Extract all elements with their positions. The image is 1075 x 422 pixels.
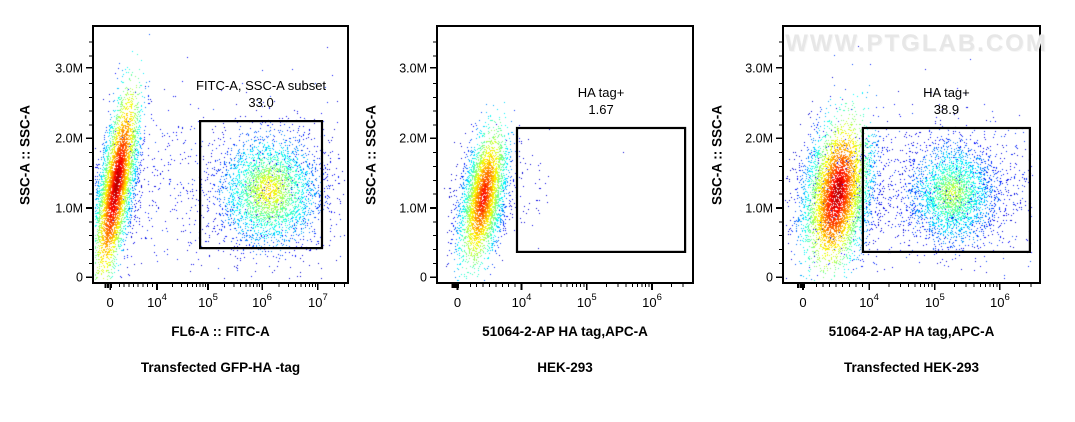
density-canvas-panel-2	[437, 26, 693, 283]
svg-text:104: 104	[147, 292, 167, 310]
watermark-text: WWW.PTGLAB.COM	[785, 30, 1048, 57]
gate-percent-panel-1: 33.0	[248, 95, 274, 111]
y-axis-label-panel-2: SSC-A :: SSC-A	[363, 104, 379, 205]
svg-text:3.0M: 3.0M	[745, 61, 773, 75]
svg-text:2.0M: 2.0M	[399, 132, 427, 146]
svg-text:104: 104	[859, 292, 879, 310]
x-axis-label-panel-3: 51064-2-AP HA tag,APC-A	[828, 324, 995, 339]
svg-text:0: 0	[799, 295, 806, 310]
gate-percent-panel-3: 38.9	[933, 102, 960, 118]
svg-text:3.0M: 3.0M	[55, 61, 83, 75]
svg-text:106: 106	[642, 292, 662, 310]
svg-text:2.0M: 2.0M	[745, 132, 773, 146]
density-canvas-panel-1	[93, 26, 348, 283]
gate-name-panel-1: FITC-A, SSC-A subset	[196, 78, 327, 94]
svg-text:0: 0	[420, 271, 427, 285]
svg-text:104: 104	[512, 292, 532, 310]
y-axis-label-panel-3: SSC-A :: SSC-A	[709, 104, 725, 205]
svg-text:0: 0	[454, 295, 461, 310]
gate-label-panel-3: HA tag+ 38.9	[923, 84, 970, 118]
gate-name-panel-3: HA tag+	[923, 85, 970, 101]
svg-text:3.0M: 3.0M	[399, 61, 427, 75]
x-axis-label-panel-1: FL6-A :: FITC-A	[171, 324, 270, 339]
gate-name-panel-2: HA tag+	[577, 85, 625, 101]
density-canvas-panel-3	[783, 26, 1040, 283]
svg-text:2.0M: 2.0M	[55, 132, 83, 146]
svg-text:105: 105	[198, 292, 218, 310]
gate-label-panel-2: HA tag+ 1.67	[578, 84, 625, 118]
svg-text:105: 105	[577, 292, 597, 310]
svg-text:0: 0	[106, 295, 113, 310]
svg-text:1.0M: 1.0M	[745, 201, 773, 215]
panel-caption-2: HEK-293	[537, 360, 593, 375]
svg-text:105: 105	[925, 292, 945, 310]
svg-text:106: 106	[252, 292, 272, 310]
svg-text:0: 0	[766, 271, 773, 285]
svg-text:1.0M: 1.0M	[55, 201, 83, 215]
x-axis-label-panel-2: 51064-2-AP HA tag,APC-A	[482, 324, 648, 339]
svg-text:106: 106	[990, 292, 1010, 310]
svg-text:107: 107	[308, 292, 328, 310]
gate-percent-panel-2: 1.67	[588, 102, 614, 118]
svg-text:0: 0	[76, 271, 83, 285]
gate-label-panel-1: FITC-A, SSC-A subset 33.0	[196, 77, 326, 111]
y-axis-label-panel-1: SSC-A :: SSC-A	[17, 104, 33, 205]
panel-caption-1: Transfected GFP-HA -tag	[140, 360, 301, 375]
panel-caption-3: Transfected HEK-293	[843, 360, 980, 375]
svg-text:1.0M: 1.0M	[399, 201, 427, 215]
